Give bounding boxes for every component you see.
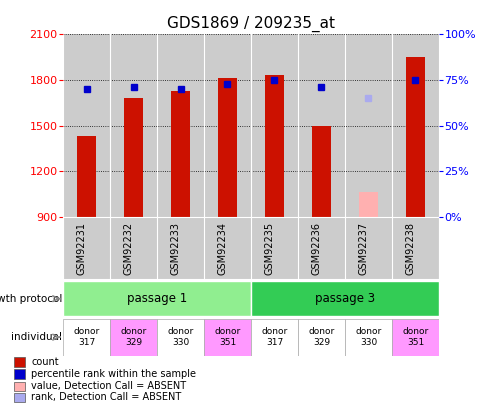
Bar <box>157 319 204 356</box>
Bar <box>297 319 344 356</box>
Bar <box>171 91 190 217</box>
Bar <box>15 393 25 402</box>
Bar <box>251 319 297 356</box>
Bar <box>15 357 25 367</box>
Text: count: count <box>31 357 59 367</box>
Bar <box>204 319 251 356</box>
Bar <box>63 319 110 356</box>
Text: individual: individual <box>11 332 62 342</box>
Text: donor
351: donor 351 <box>214 328 240 347</box>
Bar <box>77 136 96 217</box>
Title: GDS1869 / 209235_at: GDS1869 / 209235_at <box>166 15 334 32</box>
Bar <box>110 319 157 356</box>
Bar <box>63 281 251 316</box>
Bar <box>405 57 424 217</box>
Text: donor
317: donor 317 <box>261 328 287 347</box>
Text: donor
329: donor 329 <box>308 328 334 347</box>
Text: GSM92237: GSM92237 <box>358 222 368 275</box>
Bar <box>15 369 25 379</box>
Text: growth protocol: growth protocol <box>0 294 62 304</box>
Text: GSM92235: GSM92235 <box>264 222 274 275</box>
Text: donor
330: donor 330 <box>167 328 193 347</box>
Text: donor
330: donor 330 <box>355 328 381 347</box>
Text: value, Detection Call = ABSENT: value, Detection Call = ABSENT <box>31 381 186 391</box>
Text: GSM92231: GSM92231 <box>76 222 86 275</box>
Text: GSM92238: GSM92238 <box>405 222 415 275</box>
Text: GSM92234: GSM92234 <box>217 222 227 275</box>
Text: donor
317: donor 317 <box>73 328 99 347</box>
Text: GSM92236: GSM92236 <box>311 222 321 275</box>
Bar <box>124 98 143 217</box>
Bar <box>391 319 438 356</box>
Bar <box>358 192 377 217</box>
Text: passage 1: passage 1 <box>127 292 187 305</box>
Text: GSM92233: GSM92233 <box>170 222 180 275</box>
Text: passage 3: passage 3 <box>314 292 374 305</box>
Text: GSM92232: GSM92232 <box>123 222 133 275</box>
Text: donor
329: donor 329 <box>120 328 146 347</box>
Text: percentile rank within the sample: percentile rank within the sample <box>31 369 196 379</box>
Bar <box>15 382 25 391</box>
Bar <box>344 319 391 356</box>
Bar <box>218 79 236 217</box>
Text: rank, Detection Call = ABSENT: rank, Detection Call = ABSENT <box>31 392 181 403</box>
Text: donor
351: donor 351 <box>402 328 428 347</box>
Bar <box>311 126 330 217</box>
Bar <box>251 281 438 316</box>
Bar <box>265 75 283 217</box>
